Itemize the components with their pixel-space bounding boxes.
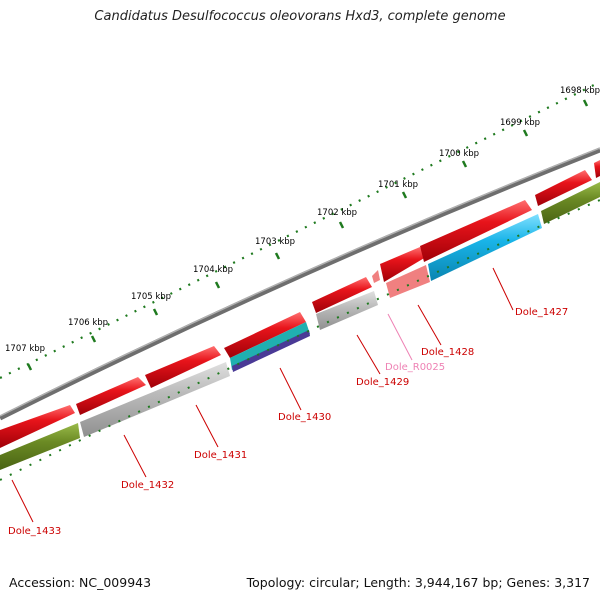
cds-olive[interactable] <box>541 182 600 224</box>
leader-line <box>356 334 381 375</box>
kbp-label: 1706 kbp <box>68 318 108 328</box>
kbp-tick <box>461 160 468 168</box>
cds-arrow[interactable] <box>380 247 426 282</box>
leader-line <box>417 304 442 346</box>
cds-arrow[interactable] <box>594 160 600 178</box>
leader-line <box>123 434 147 478</box>
cds-arrow[interactable] <box>312 277 372 313</box>
kbp-tick <box>26 363 33 371</box>
kbp-label: 1698 kbp <box>560 86 600 96</box>
leader-line <box>195 404 219 448</box>
kbp-tick <box>338 221 345 229</box>
kbp-label: 1701 kbp <box>378 180 418 190</box>
cds-purple[interactable] <box>232 330 310 372</box>
cds-olive[interactable] <box>0 423 80 470</box>
map-title: Candidatus Desulfococcus oleovorans Hxd3… <box>94 9 506 24</box>
cds-arrow[interactable] <box>224 312 306 358</box>
kbp-label: 1702 kbp <box>317 208 357 218</box>
kbp-tick <box>401 191 408 199</box>
rna-arrow[interactable] <box>372 270 380 283</box>
gene-label[interactable]: Dole_1430 <box>278 412 331 423</box>
gene-label[interactable]: Dole_1433 <box>8 526 61 537</box>
leader-line <box>387 313 413 361</box>
kbp-tick <box>274 252 281 260</box>
cds-arrow[interactable] <box>420 200 532 262</box>
kbp-tick <box>582 99 589 107</box>
forward-strand-genes <box>0 160 600 448</box>
kbp-scale: 1698 kbp 1699 kbp 1700 kbp 1701 kbp 1702… <box>0 81 600 379</box>
kbp-tick <box>90 335 97 343</box>
gene-label[interactable]: Dole_1431 <box>194 450 247 461</box>
kbp-tick <box>152 308 159 316</box>
gene-label[interactable]: Dole_1428 <box>421 347 474 358</box>
kbp-label: 1699 kbp <box>500 118 540 128</box>
kbp-label: 1707 kbp <box>5 344 45 354</box>
kbp-label: 1703 kbp <box>255 237 295 247</box>
kbp-label: 1704 kbp <box>193 265 233 275</box>
kbp-label: 1705 kbp <box>131 292 171 302</box>
cds-gray[interactable] <box>80 362 230 437</box>
gene-label[interactable]: Dole_1432 <box>121 480 174 491</box>
kbp-label: 1700 kbp <box>439 149 479 159</box>
cds-cyan[interactable] <box>428 214 542 281</box>
cds-arrow[interactable] <box>535 170 592 206</box>
cds-gray[interactable] <box>316 291 378 330</box>
kbp-tick <box>522 129 529 137</box>
cds-arrow[interactable] <box>145 346 221 388</box>
genome-backbone-highlight <box>0 147 600 417</box>
reverse-strand-genes <box>0 182 600 470</box>
leader-line <box>11 479 34 523</box>
gene-label[interactable]: Dole_1429 <box>356 377 409 388</box>
accession-text: Accession: NC_009943 <box>9 575 152 590</box>
leader-line <box>492 267 514 311</box>
genome-backbone <box>0 147 600 421</box>
gene-label[interactable]: Dole_1427 <box>515 307 568 318</box>
genome-summary-text: Topology: circular; Length: 3,944,167 bp… <box>246 575 590 590</box>
leader-line <box>279 367 302 411</box>
cds-arrow[interactable] <box>0 405 75 448</box>
cds-arrow[interactable] <box>76 377 146 415</box>
kbp-tick <box>214 281 221 289</box>
gene-label[interactable]: Dole_R0025 <box>385 362 445 373</box>
